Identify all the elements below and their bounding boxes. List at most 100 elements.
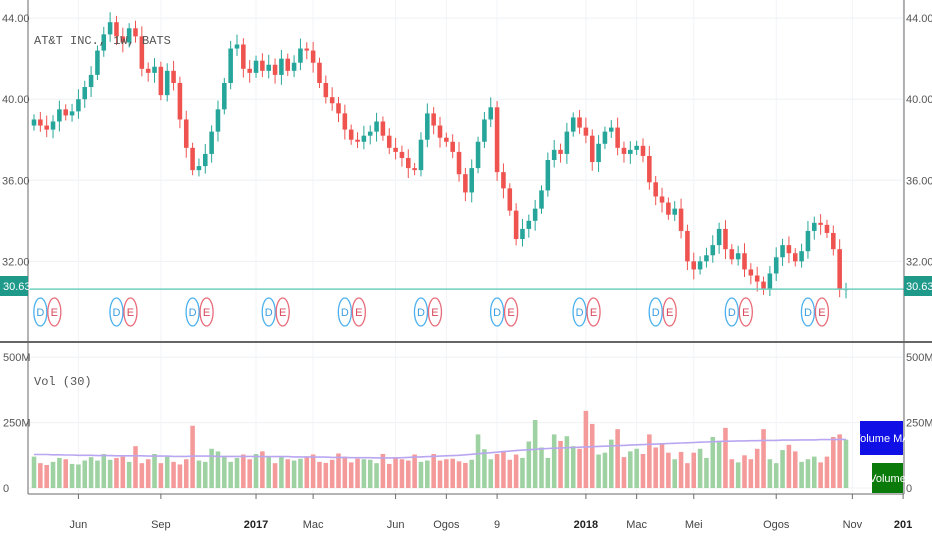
volume-bar: [513, 454, 519, 488]
volume-axis-ticks[interactable]: 500M 500M 250M 250M 0 0: [3, 352, 932, 495]
candle-body: [171, 70, 176, 83]
candle-body: [241, 44, 246, 69]
symbol-legend[interactable]: AT&T INC., 1W, BATS: [34, 34, 171, 48]
time-tick-label: Jun: [70, 519, 88, 531]
earnings-marker[interactable]: [199, 297, 214, 327]
time-axis-ticks[interactable]: Jun Sep 2017 Mac Jun Ogos 9 2018 Mac Mei Ogos Nov 20…: [70, 494, 913, 531]
volume-bar: [437, 460, 443, 488]
candle-body: [710, 245, 716, 256]
volume-bar: [754, 448, 760, 488]
earnings-marker[interactable]: [503, 297, 519, 327]
dividend-marker[interactable]: [413, 297, 429, 327]
candle-body: [44, 125, 49, 130]
volume-bar: [729, 459, 735, 488]
volume-bar: [260, 451, 265, 488]
volume-bar: [831, 437, 836, 488]
dividend-marker-label: D: [804, 307, 812, 319]
earnings-marker[interactable]: [351, 297, 366, 327]
volume-bar: [526, 441, 532, 488]
candle-body: [501, 172, 506, 189]
volume-bar: [577, 448, 582, 488]
dividend-marker[interactable]: [489, 297, 505, 327]
volume-bar: [761, 429, 766, 488]
dividend-marker[interactable]: [109, 297, 124, 327]
volume-bar: [215, 451, 221, 488]
dividend-marker[interactable]: [33, 297, 48, 327]
candle-body: [754, 275, 760, 282]
last-price-tag-left-bg: [0, 276, 28, 296]
volume-bar: [710, 437, 716, 488]
candle-body: [685, 230, 690, 262]
price-tick-right: 32.00: [906, 256, 932, 268]
dividend-marker-label: D: [341, 307, 349, 319]
volume-bar: [291, 460, 297, 488]
earnings-marker[interactable]: [123, 297, 138, 327]
volume-bar: [31, 456, 37, 488]
candle-body: [425, 113, 430, 140]
price-tick-left: 32.00: [2, 256, 30, 268]
volume-bar: [241, 454, 246, 488]
candlestick-series: [31, 12, 849, 299]
volume-bar: [634, 448, 639, 488]
last-price-tag-right-label: 30.63: [906, 281, 932, 293]
earnings-marker[interactable]: [275, 297, 290, 327]
candle-body: [291, 62, 297, 71]
candle-body: [729, 249, 735, 260]
volume-bar: [38, 463, 43, 488]
dividend-marker[interactable]: [572, 297, 587, 327]
candle-body: [285, 58, 291, 71]
dividend-marker[interactable]: [261, 297, 276, 327]
candle-body: [608, 127, 614, 132]
candle-body: [653, 182, 658, 197]
candle-body: [735, 253, 741, 260]
dividend-marker[interactable]: [185, 297, 200, 327]
volume-bar: [463, 462, 468, 488]
earnings-marker[interactable]: [427, 297, 443, 327]
volume-bar: [228, 461, 233, 488]
earnings-marker-label: E: [355, 307, 362, 319]
earnings-marker[interactable]: [586, 297, 601, 327]
candle-body: [551, 149, 557, 160]
price-axis-ticks[interactable]: 44.00 44.00 40.00 40.00 36.00 36.00 32.00 32.00: [2, 13, 932, 268]
volume-tick-left: 0: [3, 483, 9, 495]
earnings-marker[interactable]: [738, 297, 753, 327]
dividend-marker-label: D: [493, 307, 501, 319]
volume-bar: [697, 448, 703, 488]
candle-body: [323, 82, 329, 98]
earnings-marker[interactable]: [814, 297, 830, 327]
volume-bar: [177, 464, 183, 488]
candle-body: [456, 151, 462, 175]
volume-bar: [425, 460, 430, 488]
candle-body: [380, 121, 386, 136]
dividend-marker[interactable]: [337, 297, 352, 327]
volume-tick-right: 0: [906, 483, 912, 495]
candle-body: [647, 155, 652, 183]
dividend-marker[interactable]: [648, 297, 663, 327]
candle-body: [780, 245, 785, 258]
volume-bar: [310, 454, 316, 488]
dividend-marker-label: D: [576, 307, 584, 319]
volume-series: [31, 410, 849, 488]
candle-body: [469, 168, 475, 193]
volume-bar: [640, 454, 646, 488]
dividend-marker[interactable]: [724, 297, 739, 327]
volume-bar: [101, 454, 107, 488]
candle-body: [704, 255, 709, 262]
candle-body: [260, 60, 265, 71]
volume-legend[interactable]: Vol (30): [34, 375, 92, 389]
candle-body: [837, 249, 842, 290]
dividend-marker[interactable]: [800, 297, 816, 327]
volume-bar: [234, 457, 240, 488]
volume-bar: [164, 456, 170, 488]
earnings-marker[interactable]: [662, 297, 677, 327]
volume-bar: [678, 451, 684, 488]
volume-tick-right: 500M: [906, 352, 932, 364]
earnings-marker[interactable]: [47, 297, 62, 327]
candle-body: [412, 168, 417, 171]
candle-body: [773, 257, 779, 274]
volume-bar: [342, 456, 348, 488]
volume-bar: [558, 440, 563, 488]
candle-body: [463, 174, 468, 193]
